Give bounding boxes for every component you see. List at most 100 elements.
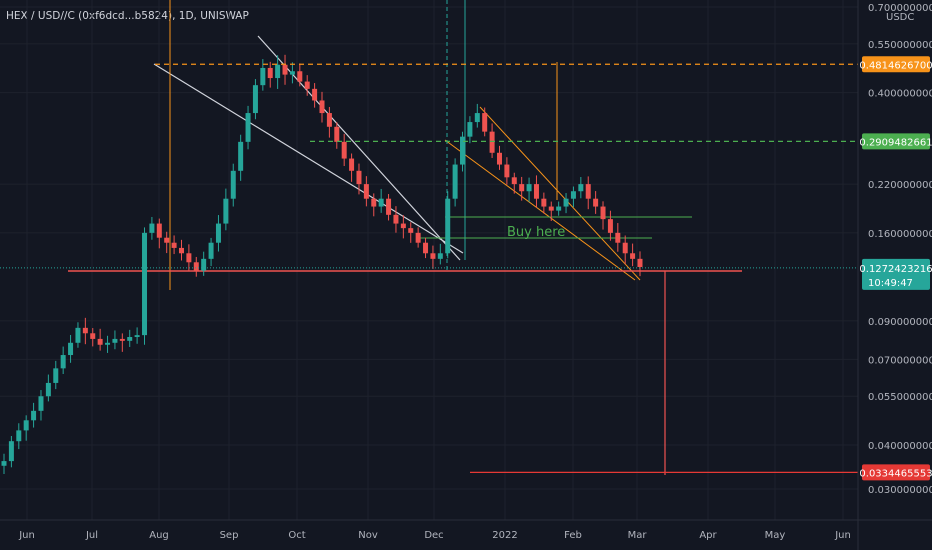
grid xyxy=(0,0,858,520)
candle-body xyxy=(326,113,332,127)
candle-body xyxy=(615,232,621,243)
candle-body xyxy=(127,337,133,341)
candle-body xyxy=(349,158,355,171)
candle-body xyxy=(393,214,399,224)
trend-line xyxy=(153,63,464,254)
candle-body xyxy=(105,342,111,345)
candle-body xyxy=(570,191,576,199)
trend-line xyxy=(257,35,461,261)
price-level-badge xyxy=(862,464,930,481)
candle-body xyxy=(386,198,392,215)
candle-body xyxy=(312,88,318,101)
candle-body xyxy=(1,461,7,466)
candle-body xyxy=(230,170,236,199)
candle-body xyxy=(437,253,443,259)
candle-body xyxy=(334,126,340,142)
candle-body xyxy=(607,219,613,233)
x-tick-label: Oct xyxy=(288,530,305,541)
candle-body xyxy=(201,258,207,271)
price-level-label: 0.0334465553 xyxy=(859,468,932,479)
candle-body xyxy=(452,164,458,199)
x-tick-label: Jun xyxy=(834,530,851,541)
y-tick-label: 0.0300000000 xyxy=(868,485,932,496)
candle-body xyxy=(585,184,591,199)
candle-body xyxy=(53,368,59,383)
x-tick-label: Mar xyxy=(628,530,648,541)
x-tick-label: Dec xyxy=(424,530,443,541)
candle-body xyxy=(134,335,140,338)
candle-body xyxy=(519,184,525,192)
candle-body xyxy=(193,262,199,271)
candle-body xyxy=(45,382,51,397)
candle-body xyxy=(533,184,539,199)
x-tick-label: Nov xyxy=(358,530,378,541)
chart-title: HEX / USD//C (0xf6dcd...b5824), 1D, UNIS… xyxy=(6,10,249,22)
candle-body xyxy=(149,223,155,233)
candle-body xyxy=(593,198,599,207)
x-tick-label: Sep xyxy=(220,530,239,541)
candle-body xyxy=(31,410,37,421)
currency-label: USDC xyxy=(886,12,915,23)
candle-body xyxy=(408,228,414,233)
price-levels: 0.4814626700 0.2909482661 0.0334465553 0.12… xyxy=(0,56,932,481)
x-tick-label: Aug xyxy=(149,530,169,541)
wedge-line xyxy=(444,139,636,281)
candle-body xyxy=(164,237,170,243)
candle-body xyxy=(171,242,177,248)
candle-body xyxy=(489,131,495,153)
candle-body xyxy=(415,232,421,243)
candle-body xyxy=(460,136,466,165)
countdown-label: 10:49:47 xyxy=(868,278,913,289)
candle-body xyxy=(186,253,192,263)
candle-body xyxy=(622,242,628,254)
buy-here-annotation: Buy here xyxy=(507,225,565,240)
candle-body xyxy=(504,164,510,178)
last-price-badge xyxy=(862,258,930,290)
candle-body xyxy=(38,396,44,411)
candle-body xyxy=(630,253,636,259)
candle-body xyxy=(445,198,451,254)
candle-body xyxy=(578,184,584,192)
candle-body xyxy=(496,152,502,165)
candle-body xyxy=(23,420,29,431)
x-tick-label: Jun xyxy=(18,530,35,541)
price-level-badge xyxy=(862,56,930,73)
candle-body xyxy=(8,441,14,462)
time-axis: Jun Jul Aug Sep Oct Nov Dec 2022 Feb Mar Apr May Jun xyxy=(18,530,851,541)
candle-body xyxy=(16,430,22,442)
candle-body xyxy=(75,327,81,343)
price-level-badge xyxy=(862,133,930,150)
candle-body xyxy=(178,247,184,254)
drawings: Buy here xyxy=(68,0,742,475)
candle-body xyxy=(275,64,281,79)
candle-body xyxy=(289,71,295,75)
candle-body xyxy=(600,206,606,220)
candle-body xyxy=(267,67,273,79)
x-tick-label: 2022 xyxy=(492,530,517,541)
candle-body xyxy=(378,198,384,207)
candle-body xyxy=(423,242,429,254)
candle-body xyxy=(208,242,214,259)
candle-body xyxy=(563,198,569,207)
candle-body xyxy=(430,253,436,259)
candle-body xyxy=(260,67,266,86)
candle-body xyxy=(90,333,96,339)
candle-body xyxy=(156,223,162,238)
candle-body xyxy=(215,223,221,243)
wedge-line xyxy=(479,106,641,281)
candle-body xyxy=(238,141,244,171)
candle-body xyxy=(400,223,406,229)
candle-body xyxy=(467,122,473,137)
candle-body xyxy=(548,206,554,211)
candle-body xyxy=(60,355,66,369)
candle-body xyxy=(304,81,310,89)
candle-body xyxy=(119,338,125,341)
last-price-label: 0.1272423216 xyxy=(859,264,932,275)
candle-body xyxy=(356,170,362,185)
